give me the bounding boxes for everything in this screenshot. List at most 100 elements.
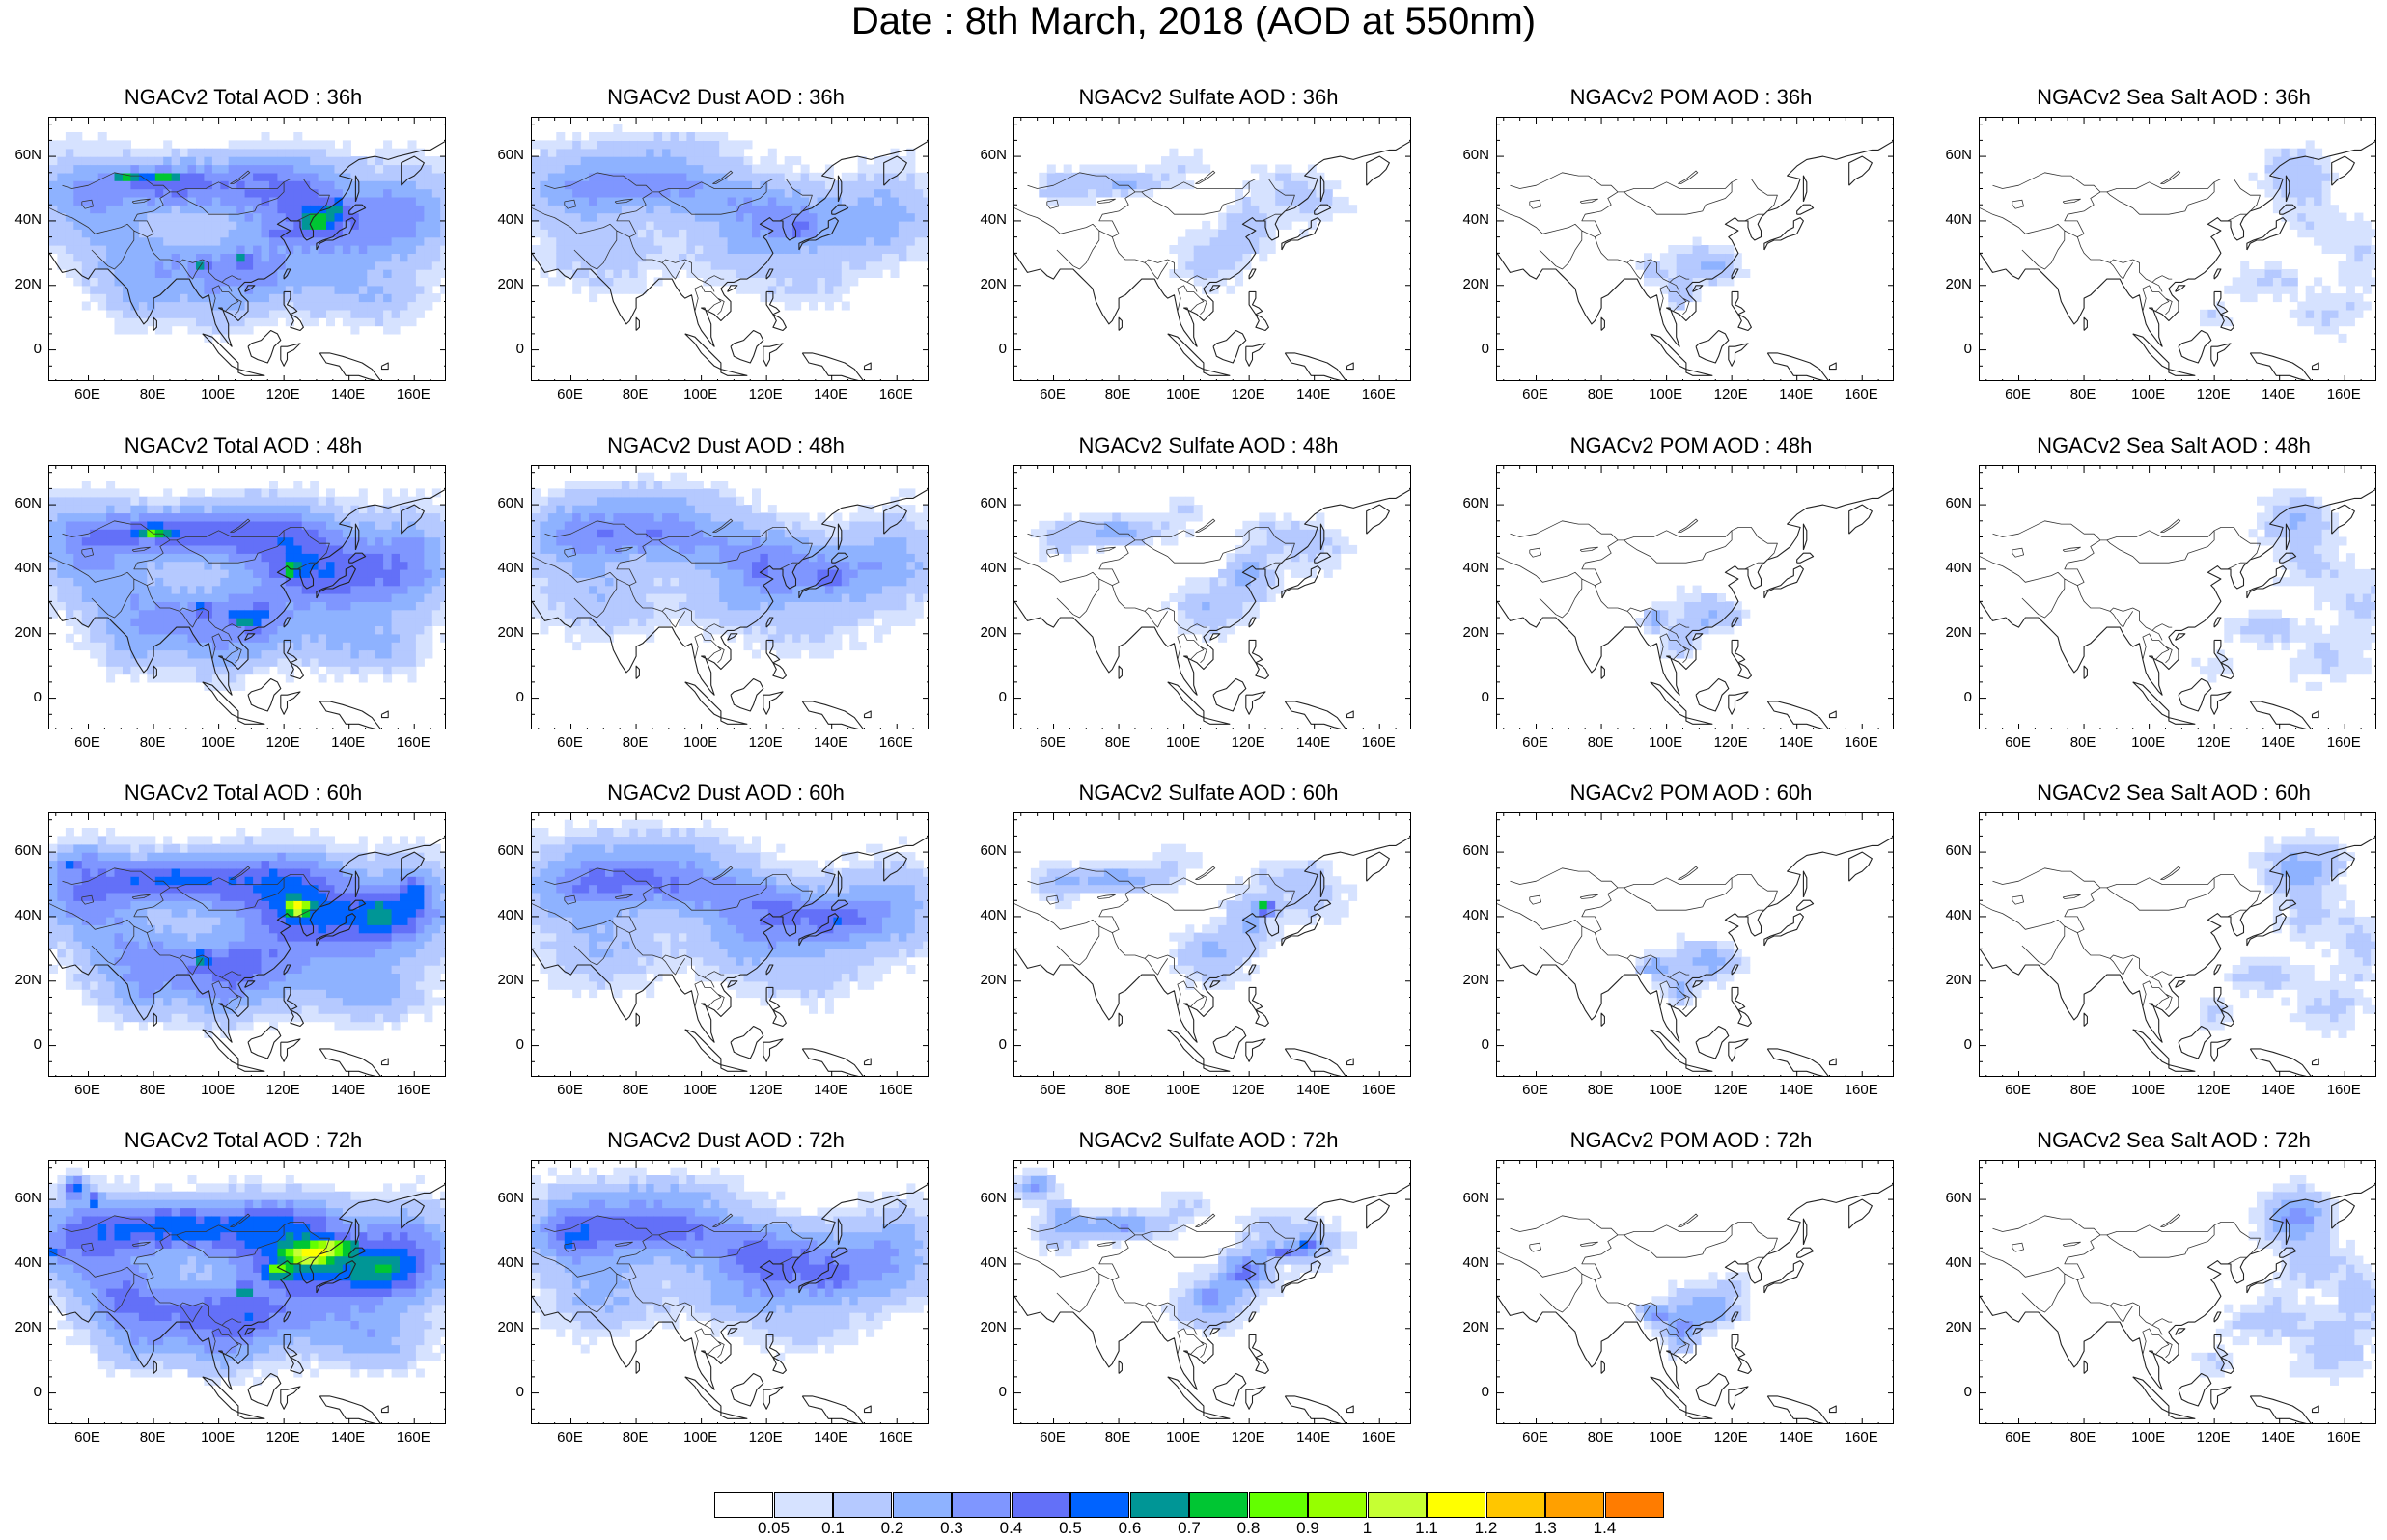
lon-tick-label: 80E (622, 1082, 649, 1098)
lat-tick-label: 20N (1462, 1318, 1489, 1335)
lon-tick-label: 60E (74, 734, 100, 751)
lon-tick-label: 140E (331, 734, 366, 751)
map-panel-pom-60h: NGACv2 POM AOD : 60h 60N 40N 20N 0 60E 80E 100E… (1448, 781, 1894, 1118)
lon-tick-label: 80E (139, 1082, 166, 1098)
lakes (1046, 518, 1216, 558)
lon-tick-label: 80E (1104, 386, 1131, 402)
lon-tick-label: 120E (748, 1082, 783, 1098)
frame-ticks (1014, 118, 1410, 380)
lon-tick-label: 160E (2326, 1082, 2361, 1098)
lon-tick-label: 100E (683, 386, 718, 402)
lon-tick-label: 80E (1587, 734, 1614, 751)
country-borders (1497, 1215, 1778, 1359)
coastlines (532, 140, 928, 380)
map-panel-seasalt-48h: NGACv2 Sea Salt AOD : 48h 60N 40N 20N 0 60E 80… (1930, 433, 2376, 771)
panel-title: NGACv2 Sea Salt AOD : 72h (2037, 1128, 2311, 1152)
lakes (564, 866, 734, 905)
lat-tick-label: 0 (515, 688, 524, 705)
country-borders (1014, 867, 1295, 1011)
coastlines (532, 836, 928, 1076)
lakes (1529, 1213, 1699, 1252)
colorbar-swatch (1308, 1492, 1367, 1518)
aod-field (1635, 1272, 1751, 1361)
lat-tick-label: 0 (515, 1383, 524, 1400)
lon-tick-label: 60E (2005, 1082, 2031, 1098)
map-frame (1496, 812, 1894, 1077)
colorbar-label: 0.05 (757, 1519, 791, 1537)
lat-tick-label: 20N (980, 971, 1007, 988)
coastlines (1980, 488, 2375, 729)
aod-map-svg (1497, 1161, 1893, 1423)
lat-tick-label: 60N (1945, 147, 1972, 164)
lat-tick-label: 0 (998, 688, 1007, 705)
map-frame (1496, 117, 1894, 381)
lon-tick-label: 80E (2069, 1429, 2096, 1445)
lon-tick-label: 160E (396, 734, 430, 751)
map-panel-seasalt-36h: NGACv2 Sea Salt AOD : 36h 60N 40N 20N 0 60E 80… (1930, 85, 2376, 423)
lat-tick-label: 0 (1963, 340, 1972, 357)
lat-tick-label: 20N (497, 275, 524, 292)
coastlines (1497, 836, 1893, 1076)
lat-tick-label: 40N (1462, 1253, 1489, 1271)
coastlines (1014, 836, 1410, 1076)
map-panel-total-36h: NGACv2 Total AOD : 36h 60N 40N 20N 0 60E 80E 10… (0, 85, 446, 423)
panel-title: NGACv2 Total AOD : 72h (124, 1128, 363, 1152)
lon-tick-label: 80E (1587, 1429, 1614, 1445)
map-panel-pom-36h: NGACv2 POM AOD : 36h 60N 40N 20N 0 60E 80E 100E… (1448, 85, 1894, 423)
aod-field (2191, 1175, 2375, 1386)
lon-tick-label: 140E (1779, 1082, 1814, 1098)
map-frame (531, 812, 929, 1077)
colorbar-label: 0.6 (1118, 1519, 1142, 1537)
map-frame (1013, 812, 1411, 1077)
lat-tick-label: 60N (14, 1190, 42, 1207)
lat-tick-label: 0 (998, 340, 1007, 357)
lat-tick-label: 60N (980, 495, 1007, 512)
coastlines (1497, 140, 1893, 380)
lon-tick-label: 160E (1844, 386, 1878, 402)
aod-map-svg (1497, 813, 1893, 1076)
lon-tick-label: 160E (2326, 734, 2361, 751)
lat-tick-label: 20N (14, 623, 42, 641)
lon-tick-label: 60E (2005, 734, 2031, 751)
lon-tick-label: 160E (878, 386, 913, 402)
lon-tick-label: 120E (265, 386, 300, 402)
aod-field (532, 472, 928, 659)
aod-map-svg (49, 813, 445, 1076)
colorbar-label: 0.3 (940, 1519, 963, 1537)
lat-tick-label: 60N (980, 147, 1007, 164)
aod-map-svg (49, 118, 445, 380)
panel-title: NGACv2 Sulfate AOD : 60h (1078, 781, 1339, 805)
lat-tick-label: 20N (980, 1318, 1007, 1335)
coastlines (1014, 140, 1410, 380)
lakes (1529, 866, 1699, 905)
lakes (81, 170, 251, 209)
lat-tick-label: 40N (1945, 559, 1972, 576)
lat-tick-label: 20N (497, 971, 524, 988)
lat-tick-label: 40N (980, 1253, 1007, 1271)
lon-tick-label: 140E (331, 1429, 366, 1445)
frame-ticks (1980, 1161, 2375, 1423)
map-panel-dust-72h: NGACv2 Dust AOD : 72h 60N 40N 20N 0 60E 80E 100… (483, 1128, 929, 1466)
lat-tick-label: 0 (33, 340, 42, 357)
aod-field (49, 132, 445, 343)
lon-tick-label: 140E (1296, 386, 1331, 402)
lon-tick-label: 140E (2262, 386, 2296, 402)
lat-tick-label: 40N (980, 906, 1007, 923)
lon-tick-label: 100E (201, 386, 236, 402)
lon-tick-label: 60E (1040, 1429, 1066, 1445)
panel-title: NGACv2 Sulfate AOD : 48h (1078, 433, 1339, 457)
frame-ticks (1980, 466, 2375, 729)
panel-title: NGACv2 POM AOD : 60h (1569, 781, 1813, 805)
country-borders (49, 1215, 330, 1359)
lon-tick-label: 100E (1166, 1429, 1201, 1445)
map-panel-dust-36h: NGACv2 Dust AOD : 36h 60N 40N 20N 0 60E 80E 100… (483, 85, 929, 423)
lat-tick-label: 0 (1481, 1035, 1489, 1053)
lon-tick-label: 160E (396, 386, 430, 402)
country-borders (1014, 172, 1295, 316)
country-borders (49, 867, 330, 1011)
aod-field (532, 124, 928, 311)
lat-tick-label: 40N (1462, 906, 1489, 923)
lon-tick-label: 80E (139, 386, 166, 402)
map-panel-seasalt-72h: NGACv2 Sea Salt AOD : 72h 60N 40N 20N 0 60E 80… (1930, 1128, 2376, 1466)
panel-title: NGACv2 Dust AOD : 60h (607, 781, 845, 805)
